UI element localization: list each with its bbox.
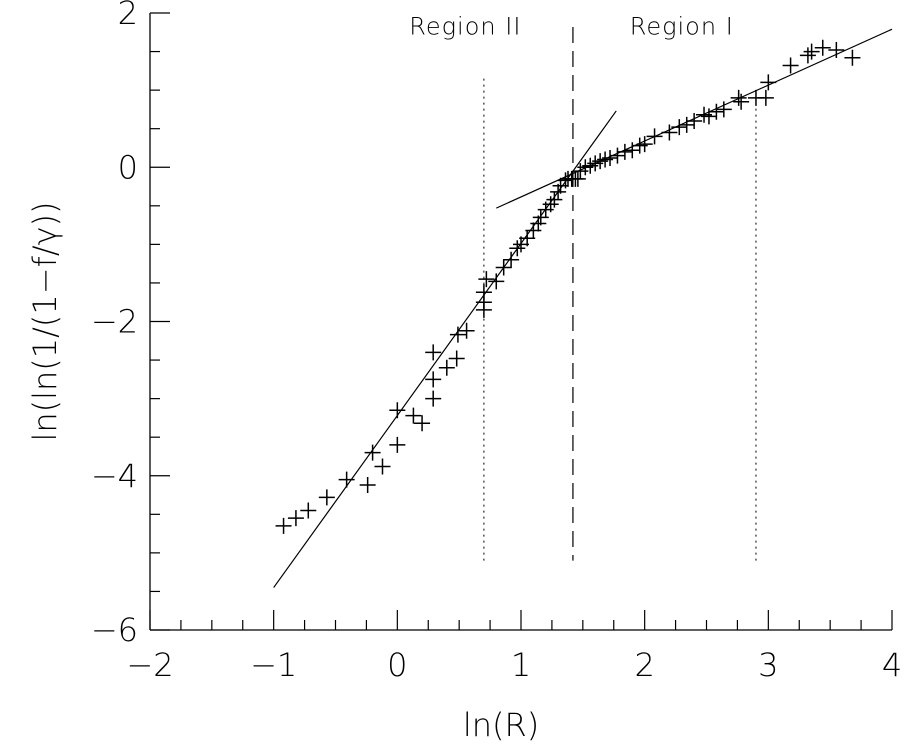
data-point bbox=[686, 112, 703, 129]
data-point bbox=[708, 103, 725, 120]
x-tick-label: 0 bbox=[387, 646, 407, 684]
x-tick-label: 4 bbox=[882, 646, 902, 684]
y-tick-label: −2 bbox=[91, 303, 138, 341]
data-point bbox=[733, 93, 750, 110]
data-point bbox=[715, 101, 732, 118]
x-tick-label: 1 bbox=[511, 646, 531, 684]
data-point bbox=[799, 47, 816, 64]
data-point bbox=[275, 517, 292, 534]
x-tick-label: −1 bbox=[250, 646, 297, 684]
data-point bbox=[661, 124, 678, 141]
guide-lines bbox=[483, 27, 757, 561]
x-axis-title: ln(R) bbox=[463, 706, 539, 744]
data-point bbox=[814, 39, 831, 56]
data-point bbox=[389, 402, 406, 419]
y-axis-title: ln(ln(1/(1−f/γ)) bbox=[26, 201, 64, 441]
data-point bbox=[636, 136, 653, 153]
data-point bbox=[513, 236, 529, 253]
data-point bbox=[475, 284, 492, 301]
data-point bbox=[338, 471, 355, 488]
data-point bbox=[495, 259, 512, 276]
x-tick-label: 2 bbox=[634, 646, 654, 684]
data-point bbox=[509, 240, 526, 257]
data-point bbox=[425, 344, 442, 361]
data-point bbox=[300, 502, 317, 519]
data-point bbox=[730, 89, 747, 106]
data-point bbox=[425, 371, 442, 388]
data-point bbox=[803, 43, 820, 60]
data-point bbox=[602, 149, 619, 166]
data-point bbox=[569, 170, 586, 187]
y-tick-label: −4 bbox=[91, 457, 138, 495]
data-point bbox=[425, 390, 442, 407]
data-point bbox=[678, 116, 695, 133]
y-tick-label: −6 bbox=[91, 611, 138, 649]
data-point bbox=[488, 273, 505, 290]
data-point bbox=[757, 89, 774, 106]
data-point bbox=[519, 230, 536, 247]
data-point bbox=[616, 143, 633, 160]
x-tick-label: 3 bbox=[758, 646, 778, 684]
data-point bbox=[364, 444, 381, 461]
data-point bbox=[844, 49, 861, 66]
region-label: Region I bbox=[630, 13, 734, 41]
fit-line bbox=[273, 110, 617, 588]
data-point bbox=[449, 326, 466, 343]
data-point bbox=[530, 215, 547, 232]
data-point bbox=[405, 407, 422, 424]
data-point bbox=[828, 42, 845, 59]
data-point bbox=[557, 172, 574, 189]
data-point bbox=[478, 271, 495, 288]
data-point bbox=[646, 128, 663, 145]
fit-lines bbox=[273, 28, 893, 588]
data-point bbox=[503, 251, 520, 268]
data-point bbox=[782, 57, 799, 74]
axes bbox=[149, 12, 893, 631]
data-point bbox=[414, 415, 431, 432]
data-point bbox=[318, 489, 335, 506]
region-label: Region II bbox=[409, 13, 521, 41]
data-point bbox=[546, 191, 563, 208]
y-tick-label: 0 bbox=[118, 148, 138, 186]
data-point bbox=[458, 322, 475, 339]
data-point bbox=[374, 458, 391, 475]
data-points bbox=[275, 39, 861, 534]
data-point bbox=[448, 350, 465, 367]
data-point bbox=[671, 119, 688, 136]
x-tick-label: −2 bbox=[126, 646, 173, 684]
data-point bbox=[760, 74, 777, 91]
data-point bbox=[438, 359, 455, 376]
y-tick-label: 2 bbox=[118, 0, 138, 32]
data-point bbox=[359, 477, 376, 494]
data-point bbox=[550, 183, 567, 200]
data-point bbox=[609, 147, 626, 164]
labels: −2 −1 0 1 2 3 4 −6 −4 −2 0 2 ln(R) ln(ln(1/(1−f/γ)) Re… bbox=[26, 0, 902, 744]
data-point bbox=[287, 510, 304, 527]
data-point bbox=[389, 436, 406, 453]
